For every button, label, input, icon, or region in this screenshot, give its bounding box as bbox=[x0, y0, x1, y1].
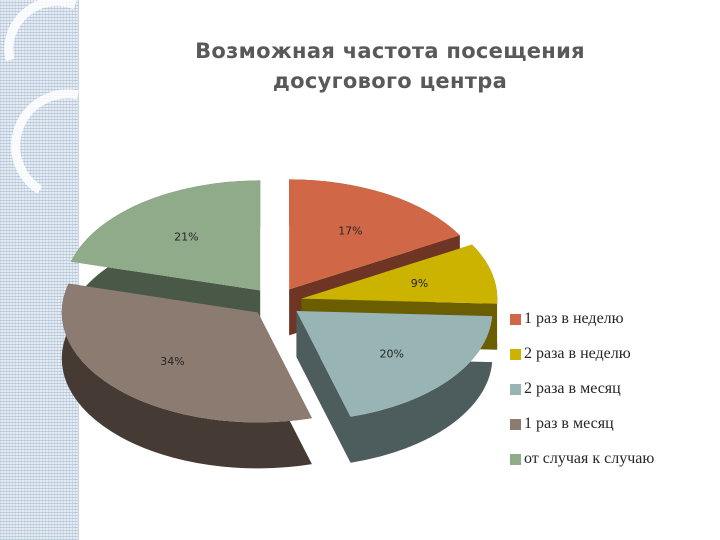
pie-label-once-a-month: 34% bbox=[160, 355, 184, 368]
pie-label-occasionally: 21% bbox=[174, 230, 198, 243]
pie-slice-once-a-week bbox=[289, 179, 460, 290]
pie-slice-twice-a-week bbox=[301, 244, 498, 304]
legend-swatch-once-a-week bbox=[510, 314, 521, 325]
legend-item-occasionally: от случая к случаю bbox=[510, 449, 710, 484]
pie-slices-layer bbox=[61, 179, 498, 423]
legend-item-once-a-month: 1 раз в месяц bbox=[510, 414, 710, 449]
chart-legend: 1 раз в неделю 2 раза в неделю 2 раза в ме… bbox=[510, 309, 710, 484]
legend-label-twice-a-month: 2 раза в месяц bbox=[524, 380, 621, 397]
pie-slice-occasionally bbox=[71, 180, 261, 291]
pie-label-twice-a-month: 20% bbox=[380, 347, 404, 360]
legend-item-twice-a-week: 2 раза в неделю bbox=[510, 344, 710, 379]
chart-title-line-2: досугового центра bbox=[272, 69, 508, 93]
legend-item-twice-a-month: 2 раза в месяц bbox=[510, 379, 710, 414]
legend-swatch-twice-a-month bbox=[510, 384, 521, 395]
legend-item-once-a-week: 1 раз в неделю bbox=[510, 309, 710, 344]
legend-label-once-a-week: 1 раз в неделю bbox=[524, 310, 624, 327]
legend-swatch-once-a-month bbox=[510, 419, 521, 430]
pie-slice-once-a-month bbox=[61, 283, 312, 423]
legend-swatch-occasionally bbox=[510, 454, 521, 465]
decorative-divider bbox=[78, 0, 79, 540]
pie-labels-layer: 17% 9% 20% 34% 21% bbox=[160, 225, 428, 368]
chart-title-line-1: Возможная частота посещения bbox=[195, 39, 585, 63]
legend-label-twice-a-week: 2 раза в неделю bbox=[524, 345, 631, 362]
legend-swatch-twice-a-week bbox=[510, 349, 521, 360]
pie-slice-twice-a-month bbox=[296, 311, 493, 417]
pie-label-twice-a-week: 9% bbox=[411, 277, 428, 290]
decorative-swirl-icon bbox=[4, 0, 79, 194]
chart-title: Возможная частота посещения досугового ц… bbox=[110, 36, 670, 96]
legend-label-occasionally: от случая к случаю bbox=[524, 450, 655, 467]
legend-label-once-a-month: 1 раз в месяц bbox=[524, 415, 614, 432]
pie-label-once-a-week: 17% bbox=[338, 225, 362, 238]
